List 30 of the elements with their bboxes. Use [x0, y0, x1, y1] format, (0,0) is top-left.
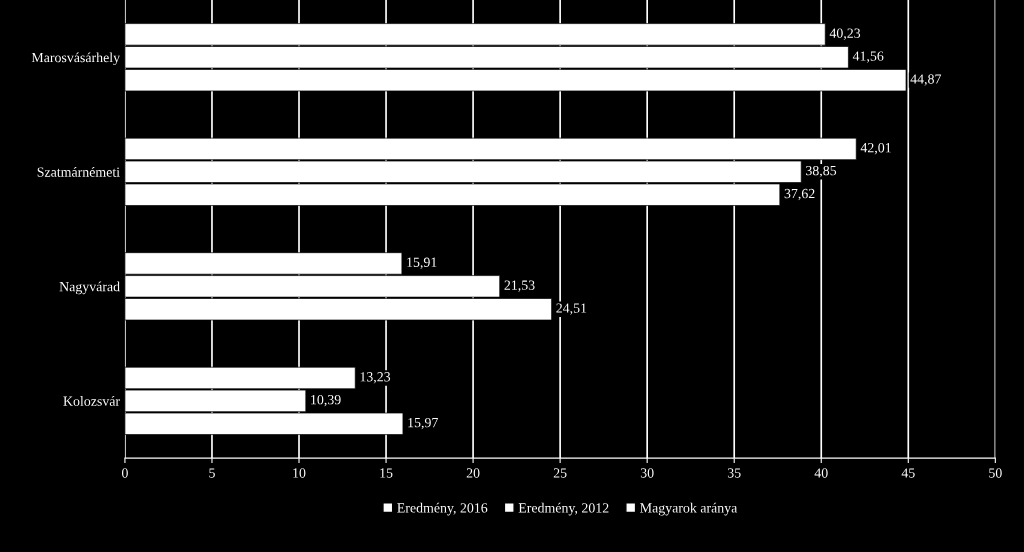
data-label: 15,91 [407, 257, 437, 269]
data-label: 44,87 [910, 74, 942, 86]
x-tick-label: 10 [293, 468, 306, 478]
data-label: 37,62 [784, 188, 815, 201]
x-tick-label: 5 [209, 468, 215, 478]
x-tick-label: 40 [814, 468, 828, 478]
data-label: 15,97 [408, 417, 438, 430]
x-tick-label: 30 [640, 468, 654, 478]
x-tick-label: 0 [121, 468, 128, 478]
y-tick-label: Szatmárnémeti [37, 166, 120, 177]
data-label: 38,85 [806, 165, 837, 178]
legend-label: Eredmény, 2016 [397, 502, 488, 516]
x-tick-label: 15 [380, 468, 393, 478]
data-label: 13,23 [360, 372, 391, 384]
data-label: 21,53 [504, 280, 535, 292]
data-label: 10,39 [311, 394, 341, 407]
legend-label: Eredmény, 2012 [518, 502, 609, 516]
data-label: 40,23 [829, 28, 861, 40]
x-tick-label: 50 [989, 468, 1002, 478]
x-tick-label: 45 [901, 468, 915, 478]
data-label: 24,51 [556, 303, 587, 315]
x-tick-label: 25 [553, 468, 567, 478]
x-tick-label: 35 [727, 468, 741, 478]
data-label: 42,01 [860, 143, 891, 155]
y-tick-label: Kolozsvár [63, 396, 120, 406]
y-tick-label: Nagyvárad [59, 281, 120, 295]
y-tick-label: Marosvásárhely [31, 52, 121, 66]
data-label: 41,56 [852, 51, 884, 63]
x-tick-label: 20 [466, 468, 480, 478]
legend-label: Magyarok aránya [640, 502, 738, 516]
